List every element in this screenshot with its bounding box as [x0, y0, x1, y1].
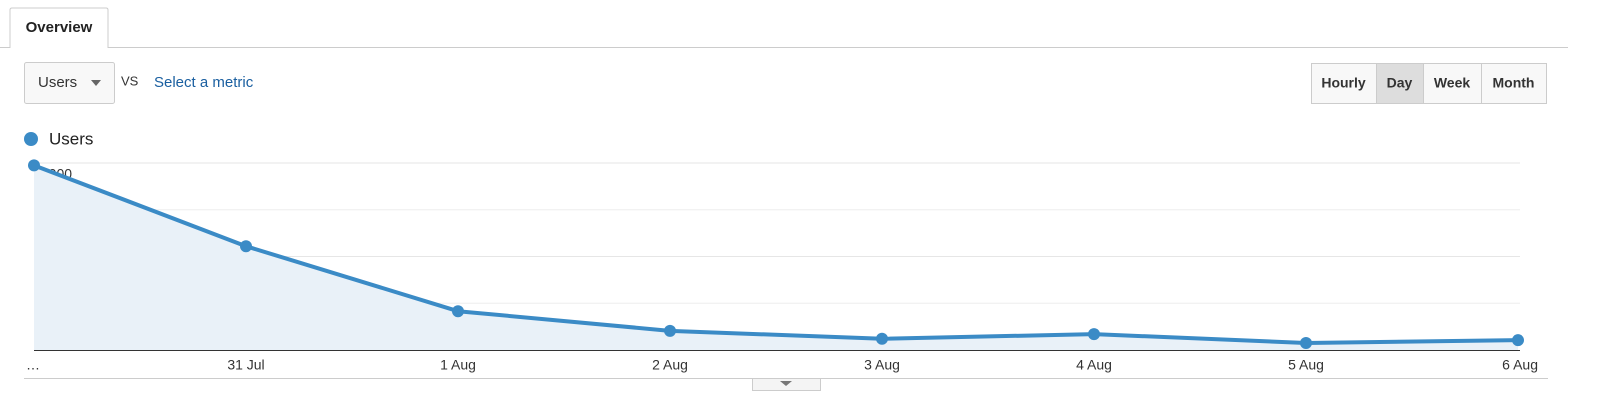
- select-metric-link[interactable]: Select a metric: [154, 74, 254, 91]
- data-point[interactable]: [452, 305, 464, 318]
- granularity-button[interactable]: [1481, 63, 1547, 104]
- x-tick-label: 1 Aug: [440, 357, 476, 373]
- data-point[interactable]: [664, 324, 676, 337]
- x-tick-label: 4 Aug: [1076, 357, 1112, 373]
- legend-label: Users: [49, 129, 93, 148]
- data-point[interactable]: [28, 159, 40, 172]
- area: [34, 165, 1518, 350]
- metric-dropdown-label[interactable]: Users: [38, 74, 77, 91]
- x-tick-label: 6 Aug: [1502, 357, 1538, 373]
- granularity-label[interactable]: Week: [1434, 75, 1471, 91]
- line: [33, 163, 1519, 345]
- metric-dropdown[interactable]: [24, 62, 115, 104]
- data-point[interactable]: [876, 332, 888, 345]
- granularity-label[interactable]: Hourly: [1321, 75, 1366, 91]
- x-tick-label: 2 Aug: [652, 357, 688, 373]
- granularity-group: Hourly Day Week Month: [1311, 63, 1547, 104]
- granularity-label[interactable]: Month: [1493, 75, 1535, 91]
- granularity-button[interactable]: [1376, 63, 1424, 104]
- data-point[interactable]: [1512, 334, 1524, 347]
- legend-marker: [24, 132, 38, 146]
- data-point[interactable]: [1088, 328, 1100, 341]
- dropdown-arrow: [91, 80, 101, 86]
- x-tick-label: 31 Jul: [227, 357, 264, 373]
- data-point[interactable]: [240, 240, 252, 253]
- granularity-label[interactable]: Day: [1387, 75, 1413, 91]
- tab-label[interactable]: Overview: [26, 19, 93, 36]
- expand-arrow: [780, 381, 792, 386]
- x-tick-label: 3 Aug: [864, 357, 900, 373]
- x-tick-label: …: [26, 357, 40, 373]
- vs-label: VS: [121, 73, 139, 88]
- data-point[interactable]: [1300, 336, 1312, 349]
- tab[interactable]: [9, 7, 109, 48]
- granularity-button[interactable]: [1423, 63, 1482, 104]
- x-tick-label: 5 Aug: [1288, 357, 1324, 373]
